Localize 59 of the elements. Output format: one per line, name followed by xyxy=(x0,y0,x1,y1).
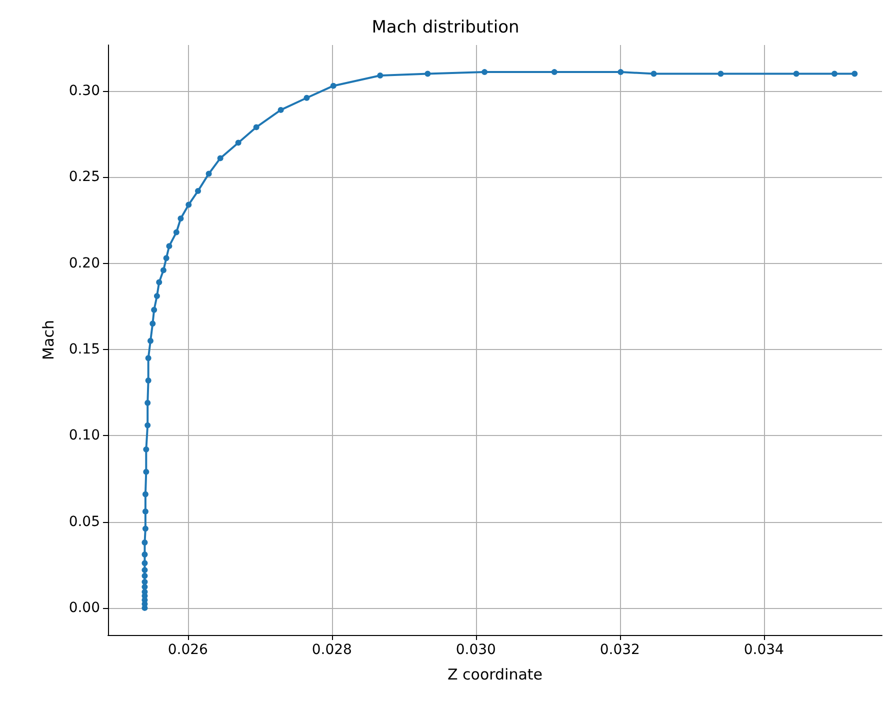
point xyxy=(143,468,150,475)
point xyxy=(154,293,160,300)
point xyxy=(482,69,488,76)
point xyxy=(142,526,148,532)
point xyxy=(831,70,838,77)
point xyxy=(142,567,148,574)
x-tick-label: 0.026 xyxy=(168,642,208,658)
point xyxy=(150,320,156,327)
point xyxy=(142,552,148,558)
point xyxy=(147,338,154,344)
y-tick-label: 0.05 xyxy=(68,514,100,530)
point xyxy=(195,188,201,194)
point xyxy=(142,560,148,566)
point xyxy=(142,578,148,585)
y-axis-title: Mach xyxy=(40,320,58,360)
point xyxy=(151,306,158,313)
point xyxy=(178,216,184,222)
point xyxy=(852,70,858,77)
chart-title: Mach distribution xyxy=(372,18,520,38)
point xyxy=(304,94,310,101)
point xyxy=(650,70,657,77)
point xyxy=(793,70,800,77)
point xyxy=(145,355,152,362)
y-tick-label: 0.25 xyxy=(68,169,100,186)
point xyxy=(253,124,260,130)
point xyxy=(173,229,180,236)
point xyxy=(160,267,166,274)
x-tick-label: 0.032 xyxy=(600,642,640,658)
point xyxy=(330,82,336,89)
y-tick-label: 0.10 xyxy=(68,428,100,444)
point xyxy=(144,422,151,428)
point xyxy=(377,72,384,78)
point xyxy=(186,202,192,208)
point xyxy=(142,539,148,546)
y-tick-label: 0.00 xyxy=(68,600,100,616)
y-tick-label: 0.30 xyxy=(68,83,100,100)
point xyxy=(235,140,242,146)
y-tick-label: 0.15 xyxy=(68,341,100,358)
x-tick-label: 0.034 xyxy=(744,642,784,658)
point xyxy=(144,400,151,406)
point xyxy=(718,70,724,77)
x-tick-label: 0.028 xyxy=(312,642,352,658)
y-tick-label: 0.20 xyxy=(68,255,100,272)
point xyxy=(278,106,284,113)
point xyxy=(142,508,148,514)
x-axis-title: Z coordinate xyxy=(447,666,543,684)
point xyxy=(424,70,431,77)
point xyxy=(163,255,170,262)
point xyxy=(551,69,558,76)
point xyxy=(206,170,212,177)
x-tick-label: 0.030 xyxy=(456,642,496,658)
point xyxy=(145,377,152,384)
point xyxy=(142,491,148,498)
point xyxy=(618,69,624,76)
point xyxy=(143,446,150,452)
point xyxy=(166,243,172,250)
point xyxy=(217,155,224,162)
point xyxy=(156,279,162,286)
point xyxy=(142,572,148,579)
